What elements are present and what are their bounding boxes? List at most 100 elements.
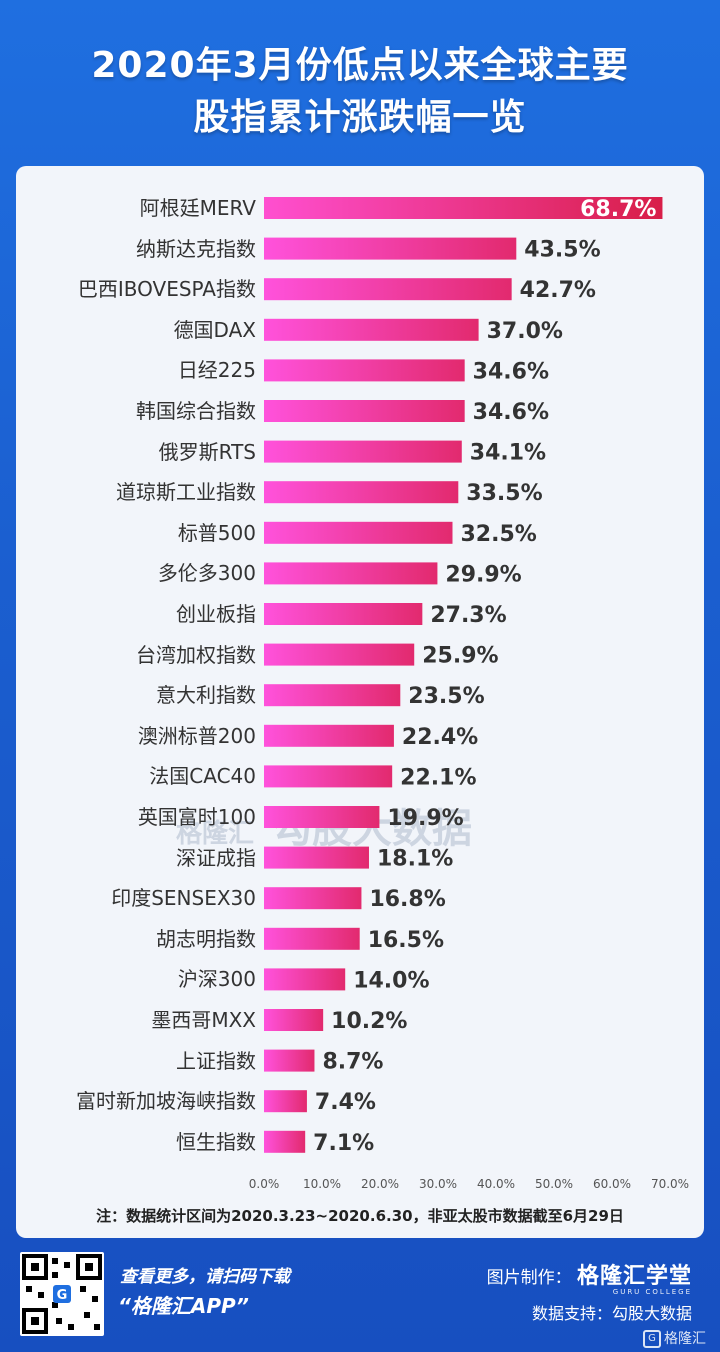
promo-line-2: “格隆汇APP” xyxy=(118,1294,249,1318)
value-label: 25.9% xyxy=(422,644,498,669)
x-tick-label: 40.0% xyxy=(477,1177,515,1191)
chart-card: 格隆汇 勾股大数据 68.7% 43.5% 42.7% 37.0% 34.6% 34.6% 3… xyxy=(16,166,704,1238)
bar xyxy=(264,318,479,341)
value-label: 22.1% xyxy=(400,765,476,790)
watermark-logo-text: 格隆汇 xyxy=(176,819,255,849)
value-label: 42.7% xyxy=(520,278,596,303)
category-label: 墨西哥MXX xyxy=(151,1008,256,1032)
value-label: 10.2% xyxy=(331,1009,407,1034)
category-label: 巴西IBOVESPA指数 xyxy=(77,277,256,302)
category-label: 上证指数 xyxy=(176,1048,256,1073)
value-label: 29.9% xyxy=(445,562,521,587)
category-label: 澳洲标普200 xyxy=(137,723,256,748)
value-label: 33.5% xyxy=(466,481,542,506)
value-label: 8.7% xyxy=(322,1050,383,1075)
category-label: 恒生指数 xyxy=(176,1129,256,1154)
value-label: 22.4% xyxy=(402,725,478,750)
qr-code[interactable]: G xyxy=(20,1252,104,1336)
value-label: 19.9% xyxy=(387,806,463,831)
bar xyxy=(264,724,394,747)
category-label: 纳斯达克指数 xyxy=(136,236,256,261)
category-label: 富时新加坡海峡指数 xyxy=(76,1089,256,1114)
bar xyxy=(264,968,346,991)
category-label: 标普500 xyxy=(177,520,256,545)
value-label: 34.6% xyxy=(473,400,549,425)
credit: 图片制作： 格隆汇学堂 GURU COLLEGE xyxy=(487,1258,692,1296)
bar xyxy=(264,846,369,869)
bar xyxy=(264,562,438,585)
credit-label: 图片制作： xyxy=(486,1268,572,1288)
x-tick-label: 0.0% xyxy=(249,1177,280,1191)
category-label: 法国CAC40 xyxy=(149,764,256,789)
svg-text:G: G xyxy=(57,1288,68,1303)
x-tick-label: 20.0% xyxy=(361,1177,399,1191)
bar xyxy=(264,521,453,544)
title-line-2: 股指累计涨跌幅一览 xyxy=(193,97,527,138)
bar xyxy=(264,481,459,504)
bar xyxy=(264,359,465,382)
credit-brand-sub: GURU COLLEGE xyxy=(612,1288,692,1296)
value-label: 16.8% xyxy=(369,887,445,912)
x-tick-label: 60.0% xyxy=(593,1177,631,1191)
value-label: 34.1% xyxy=(470,441,546,466)
category-label: 英国富时100 xyxy=(137,805,256,829)
category-label: 台湾加权指数 xyxy=(136,642,256,667)
category-label: 阿根廷MERV xyxy=(139,196,256,220)
category-label: 创业板指 xyxy=(176,602,256,626)
bar xyxy=(264,237,517,260)
category-label: 胡志明指数 xyxy=(156,926,256,951)
value-label: 27.3% xyxy=(430,603,506,628)
bar xyxy=(264,278,512,301)
category-label: 日经225 xyxy=(177,358,256,383)
category-label: 沪深300 xyxy=(177,967,256,992)
bar xyxy=(264,684,401,707)
value-label: 68.7% xyxy=(580,197,656,222)
value-label: 43.5% xyxy=(524,238,600,263)
corner-logo-text: 格隆汇 xyxy=(664,1331,706,1347)
category-label: 深证成指 xyxy=(176,845,256,870)
corner-logo: G 格隆汇 xyxy=(643,1328,706,1348)
bar xyxy=(264,400,465,422)
data-source: 数据支持：勾股大数据 xyxy=(531,1304,692,1323)
value-label: 16.5% xyxy=(368,928,444,953)
value-label: 7.4% xyxy=(315,1090,376,1115)
bar-chart: 68.7% 43.5% 42.7% 37.0% 34.6% 34.6% 34.1% 33.5%… xyxy=(249,197,689,1191)
title-line-1: 2020年3月份低点以来全球主要 xyxy=(91,45,629,86)
bar xyxy=(264,197,663,219)
bar xyxy=(264,1090,307,1113)
footer: G 查看更多，请扫码下载 “格隆汇APP” 图片制作： 格隆汇学堂 GURU C… xyxy=(0,1238,720,1352)
promo-line-1: 查看更多，请扫码下载 xyxy=(120,1267,290,1287)
bar xyxy=(264,806,380,828)
value-label: 14.0% xyxy=(353,968,429,993)
bar xyxy=(264,1049,315,1072)
value-label: 34.6% xyxy=(473,359,549,384)
bar xyxy=(264,927,360,950)
value-label: 18.1% xyxy=(377,847,453,872)
bar xyxy=(264,440,462,463)
value-label: 23.5% xyxy=(408,684,484,709)
logo-icon: G xyxy=(643,1330,661,1348)
category-label: 俄罗斯RTS xyxy=(158,439,256,464)
category-label: 印度SENSEX30 xyxy=(111,886,256,911)
bar xyxy=(264,887,362,910)
bar xyxy=(264,643,415,666)
x-tick-label: 50.0% xyxy=(535,1177,573,1191)
credit-brand: 格隆汇学堂 xyxy=(576,1264,692,1289)
x-tick-label: 70.0% xyxy=(651,1177,689,1191)
x-tick-label: 30.0% xyxy=(419,1177,457,1191)
value-label: 32.5% xyxy=(461,522,537,547)
value-label: 37.0% xyxy=(487,319,563,344)
bar xyxy=(264,1009,324,1031)
bar xyxy=(264,1130,306,1153)
bar xyxy=(264,765,393,788)
x-tick-label: 10.0% xyxy=(303,1177,341,1191)
category-label: 韩国综合指数 xyxy=(136,399,256,423)
category-label: 意大利指数 xyxy=(156,683,256,708)
category-label: 道琼斯工业指数 xyxy=(116,480,256,505)
category-label: 多伦多300 xyxy=(157,561,256,586)
value-label: 7.1% xyxy=(313,1131,374,1156)
category-label: 德国DAX xyxy=(173,317,256,342)
bar xyxy=(264,603,423,625)
chart-title: 2020年3月份低点以来全球主要 股指累计涨跌幅一览 xyxy=(0,40,720,144)
footnote: 注：数据统计区间为2020.3.23~2020.6.30，非亚太股市数据截至6月… xyxy=(96,1207,624,1225)
